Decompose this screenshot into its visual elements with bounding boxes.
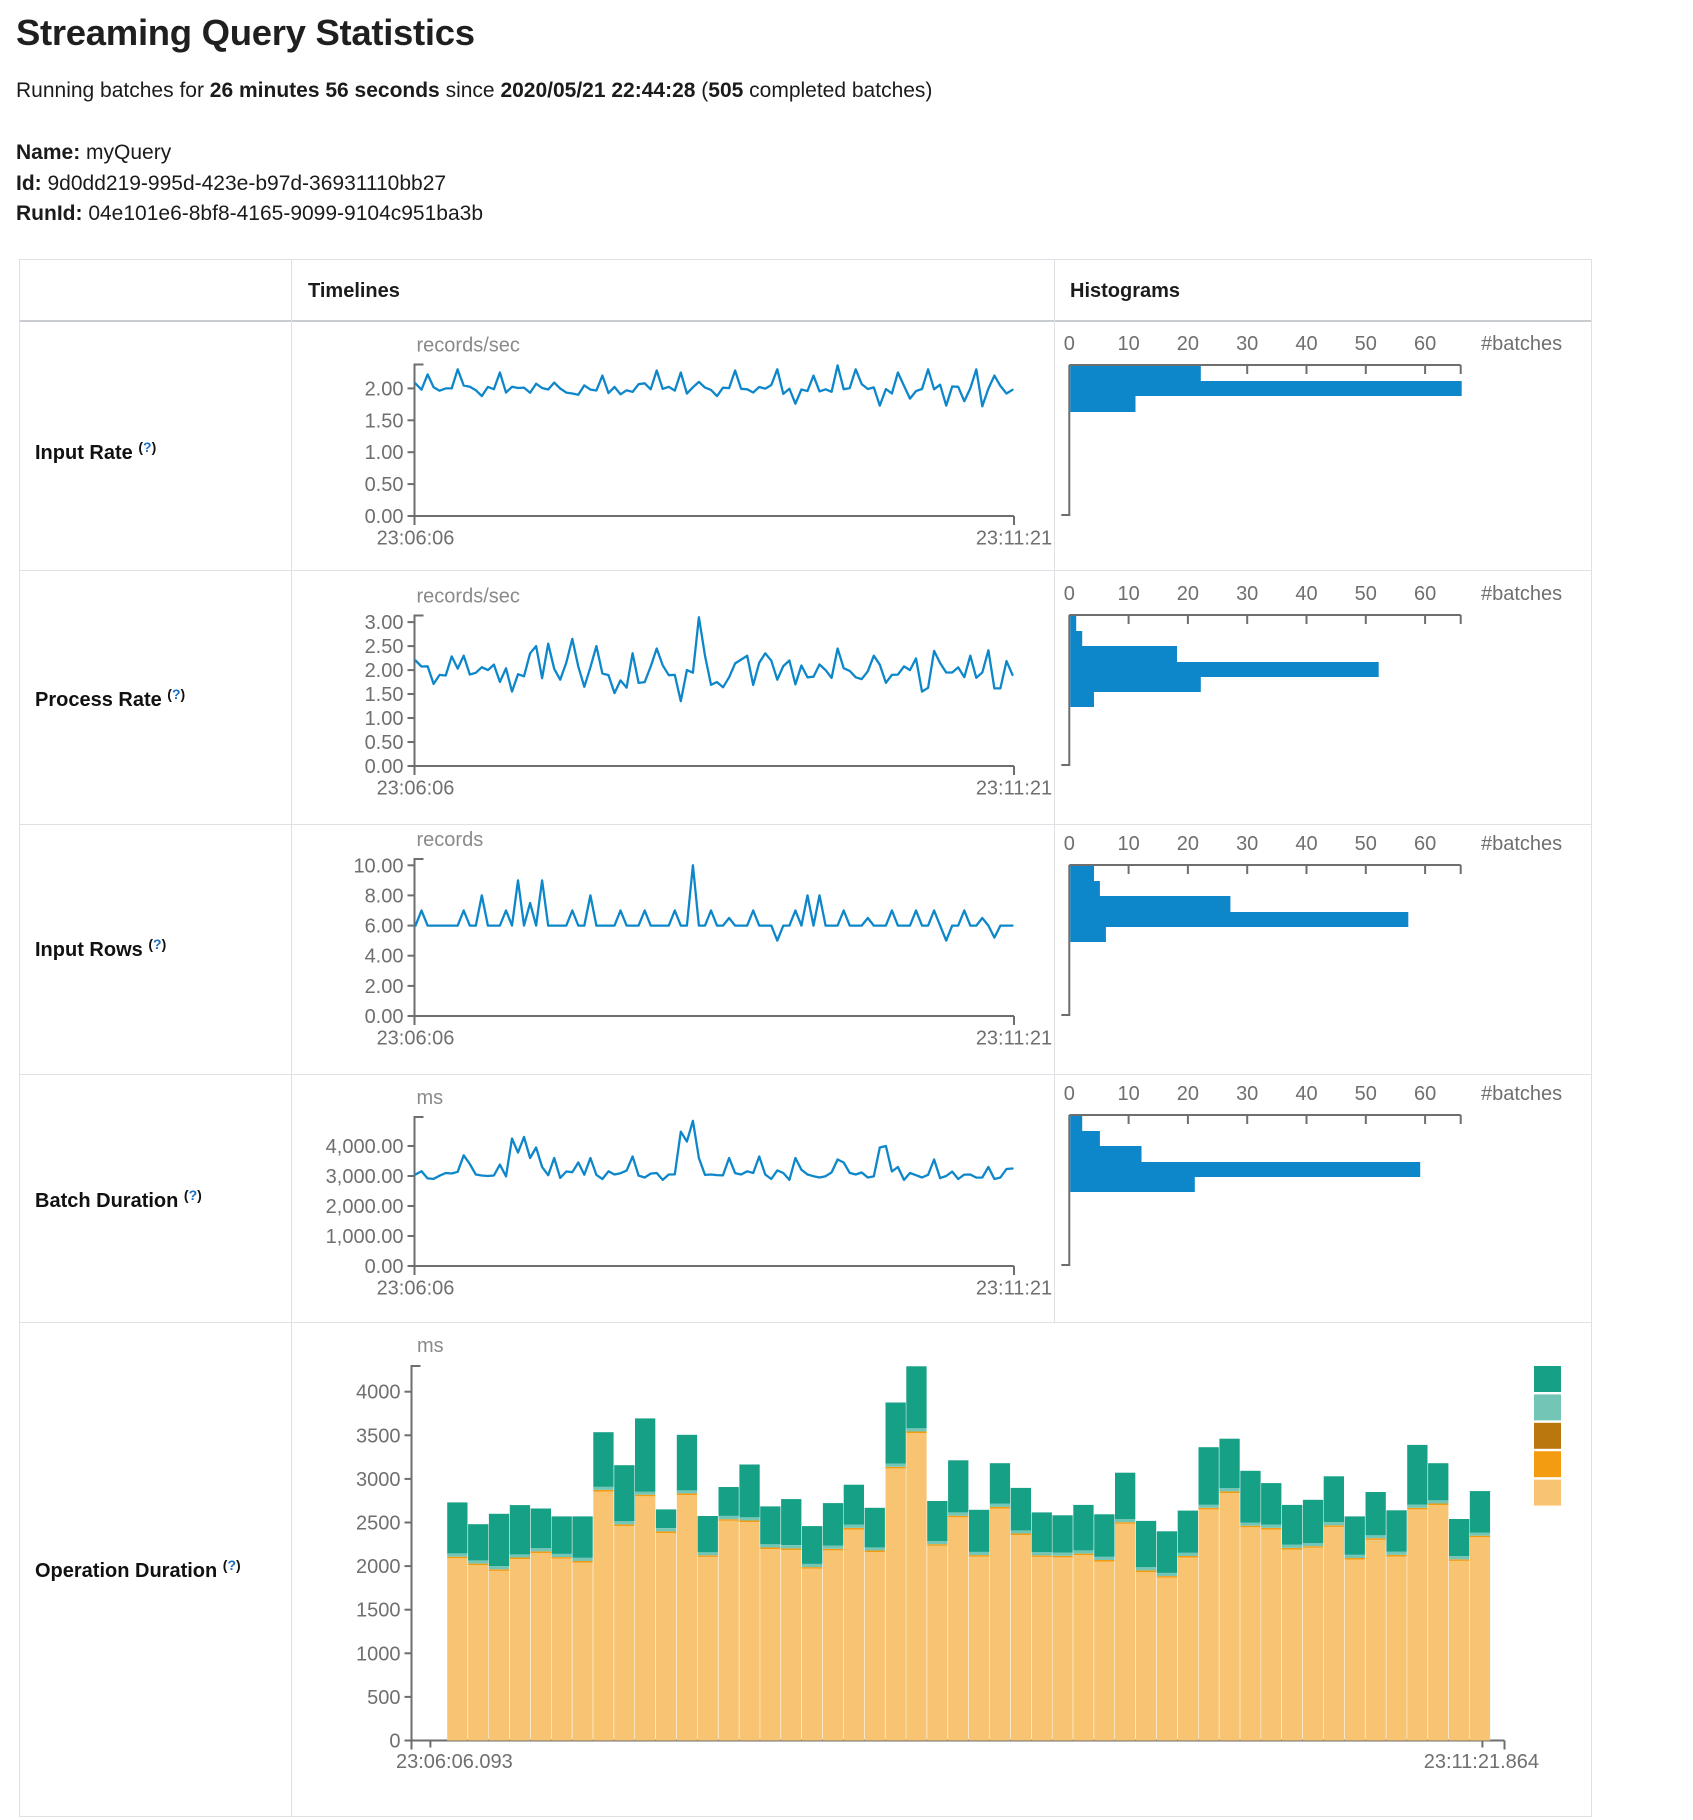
svg-text:#batches: #batches	[1481, 333, 1562, 355]
svg-text:#batches: #batches	[1481, 1083, 1562, 1105]
svg-text:20: 20	[1177, 333, 1199, 355]
svg-text:30: 30	[1236, 833, 1258, 855]
svg-text:8.00: 8.00	[365, 885, 404, 907]
svg-text:ms: ms	[417, 1335, 444, 1357]
svg-text:2500: 2500	[356, 1513, 401, 1535]
svg-text:#batches: #batches	[1481, 583, 1562, 605]
svg-text:0: 0	[389, 1731, 400, 1753]
svg-text:2,000.00: 2,000.00	[326, 1196, 404, 1218]
svg-text:1.50: 1.50	[365, 684, 404, 706]
svg-text:0.50: 0.50	[365, 732, 404, 754]
svg-text:10.00: 10.00	[353, 855, 403, 877]
svg-text:40: 40	[1295, 333, 1317, 355]
svg-text:records/sec: records/sec	[417, 335, 520, 357]
svg-text:ms: ms	[417, 1087, 444, 1109]
svg-text:0.00: 0.00	[365, 506, 404, 528]
svg-text:3000: 3000	[356, 1469, 401, 1491]
svg-text:20: 20	[1177, 833, 1199, 855]
svg-text:1.00: 1.00	[365, 442, 404, 464]
svg-text:30: 30	[1236, 1083, 1258, 1105]
svg-text:1,000.00: 1,000.00	[326, 1226, 404, 1248]
svg-text:2.00: 2.00	[365, 976, 404, 998]
svg-text:23:06:06: 23:06:06	[377, 1028, 455, 1050]
svg-text:6.00: 6.00	[365, 916, 404, 938]
svg-text:20: 20	[1177, 1083, 1199, 1105]
svg-text:30: 30	[1236, 333, 1258, 355]
svg-text:4,000.00: 4,000.00	[326, 1136, 404, 1158]
svg-text:10: 10	[1117, 583, 1139, 605]
svg-text:0: 0	[1064, 833, 1075, 855]
svg-text:3500: 3500	[356, 1425, 401, 1447]
svg-text:0.00: 0.00	[365, 1256, 404, 1278]
svg-text:0: 0	[1064, 333, 1075, 355]
svg-text:2.00: 2.00	[365, 660, 404, 682]
svg-text:23:11:21: 23:11:21	[976, 1028, 1052, 1050]
svg-text:2.00: 2.00	[365, 378, 404, 400]
svg-text:23:11:21: 23:11:21	[976, 1278, 1052, 1300]
svg-text:60: 60	[1414, 1083, 1436, 1105]
svg-text:3.00: 3.00	[365, 612, 404, 634]
svg-text:23:06:06.093: 23:06:06.093	[396, 1751, 513, 1773]
svg-text:23:11:21: 23:11:21	[976, 778, 1052, 800]
svg-text:23:06:06: 23:06:06	[377, 778, 455, 800]
svg-text:500: 500	[367, 1687, 400, 1709]
svg-text:60: 60	[1414, 333, 1436, 355]
svg-text:23:11:21: 23:11:21	[976, 528, 1052, 550]
svg-text:50: 50	[1355, 333, 1377, 355]
svg-text:0.50: 0.50	[365, 474, 404, 496]
svg-text:1.50: 1.50	[365, 410, 404, 432]
svg-text:40: 40	[1295, 1083, 1317, 1105]
svg-text:10: 10	[1117, 833, 1139, 855]
svg-text:1500: 1500	[356, 1600, 401, 1622]
svg-text:23:06:06: 23:06:06	[377, 528, 455, 550]
svg-text:0.00: 0.00	[365, 1006, 404, 1028]
svg-text:0: 0	[1064, 583, 1075, 605]
svg-text:2.50: 2.50	[365, 636, 404, 658]
svg-text:60: 60	[1414, 583, 1436, 605]
svg-text:50: 50	[1355, 833, 1377, 855]
svg-text:10: 10	[1117, 333, 1139, 355]
svg-text:0.00: 0.00	[365, 756, 404, 778]
svg-text:40: 40	[1295, 833, 1317, 855]
svg-text:2000: 2000	[356, 1556, 401, 1578]
svg-text:1.00: 1.00	[365, 708, 404, 730]
svg-text:40: 40	[1295, 583, 1317, 605]
svg-text:4000: 4000	[356, 1382, 401, 1404]
svg-text:1000: 1000	[356, 1643, 401, 1665]
svg-text:23:06:06: 23:06:06	[377, 1278, 455, 1300]
svg-text:0: 0	[1064, 1083, 1075, 1105]
svg-text:30: 30	[1236, 583, 1258, 605]
svg-text:4.00: 4.00	[365, 946, 404, 968]
svg-text:20: 20	[1177, 583, 1199, 605]
svg-text:50: 50	[1355, 583, 1377, 605]
svg-text:23:11:21.864: 23:11:21.864	[1424, 1751, 1539, 1773]
svg-text:10: 10	[1117, 1083, 1139, 1105]
svg-text:#batches: #batches	[1481, 833, 1562, 855]
svg-text:records/sec: records/sec	[417, 586, 520, 608]
svg-text:50: 50	[1355, 1083, 1377, 1105]
svg-text:60: 60	[1414, 833, 1436, 855]
svg-text:records: records	[417, 829, 484, 851]
svg-text:3,000.00: 3,000.00	[326, 1166, 404, 1188]
